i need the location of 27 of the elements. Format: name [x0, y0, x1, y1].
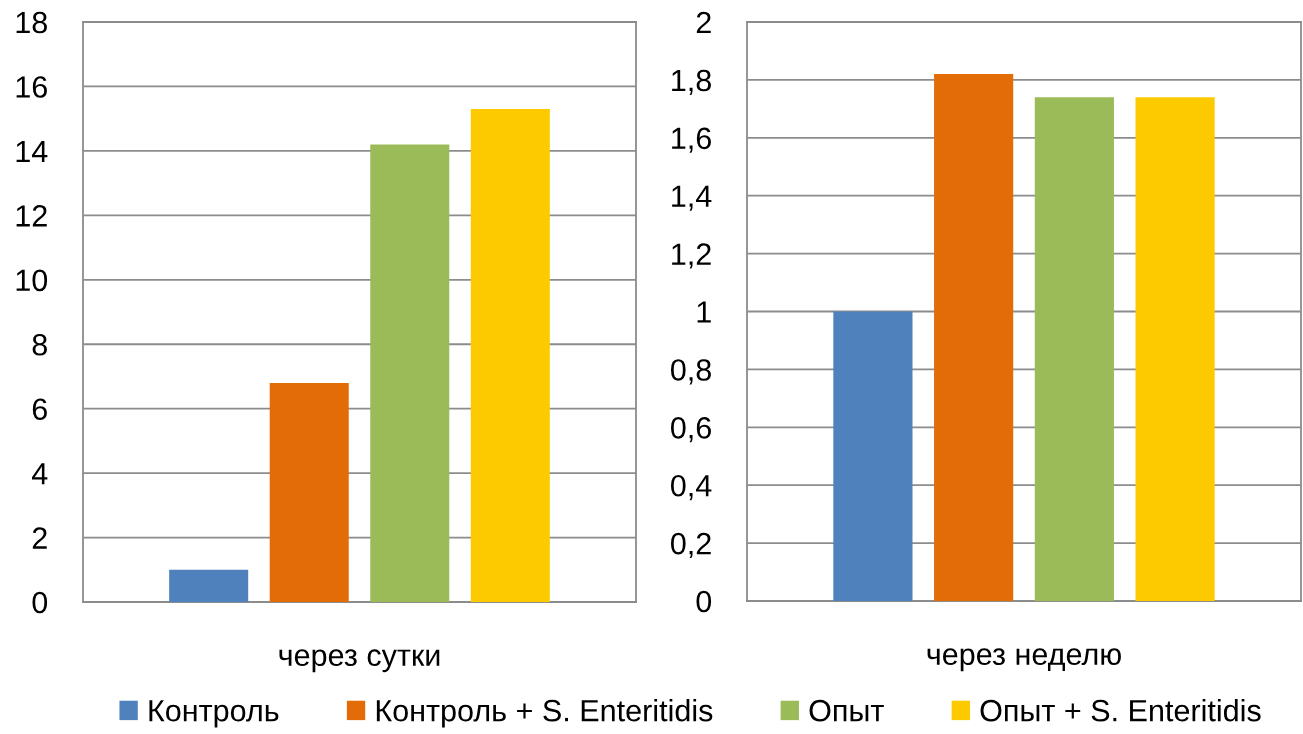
y-tick-label: 0 — [696, 590, 712, 613]
legend-label: Опыт — [809, 699, 884, 722]
y-tick-label: 0,4 — [671, 474, 712, 501]
y-tick-label: 1,8 — [672, 69, 711, 95]
y-tick-label: 1,2 — [672, 243, 711, 269]
y-tick-label: 6 — [32, 398, 47, 421]
y-tick-label: 2 — [696, 11, 711, 34]
legend-label: Контроль — [149, 700, 279, 728]
y-tick-label: 2 — [32, 527, 47, 549]
x-axis-title: через сутки — [279, 649, 440, 673]
x-axis-title: через неделю — [927, 648, 1121, 672]
y-tick-label: 4 — [31, 463, 48, 485]
y-tick-label: 1,4 — [672, 185, 712, 211]
y-tick-label: 18 — [16, 11, 47, 34]
y-tick-label: 1 — [697, 301, 711, 323]
legend-label: Опыт + S. Enteritidis — [980, 699, 1261, 722]
y-tick-label: 0,6 — [671, 417, 711, 443]
y-tick-label: 0,2 — [671, 532, 711, 559]
y-tick-label: 0 — [32, 591, 48, 614]
y-tick-label: 14 — [16, 140, 48, 162]
y-tick-label: 10 — [16, 269, 48, 292]
y-tick-label: 16 — [16, 76, 47, 98]
legend-label: Контроль + S. Enteritidis — [376, 699, 713, 728]
y-tick-label: 8 — [32, 333, 47, 356]
y-tick-label: 1,6 — [672, 127, 711, 153]
y-tick-label: 0,8 — [671, 359, 711, 385]
y-tick-label: 12 — [16, 205, 47, 227]
